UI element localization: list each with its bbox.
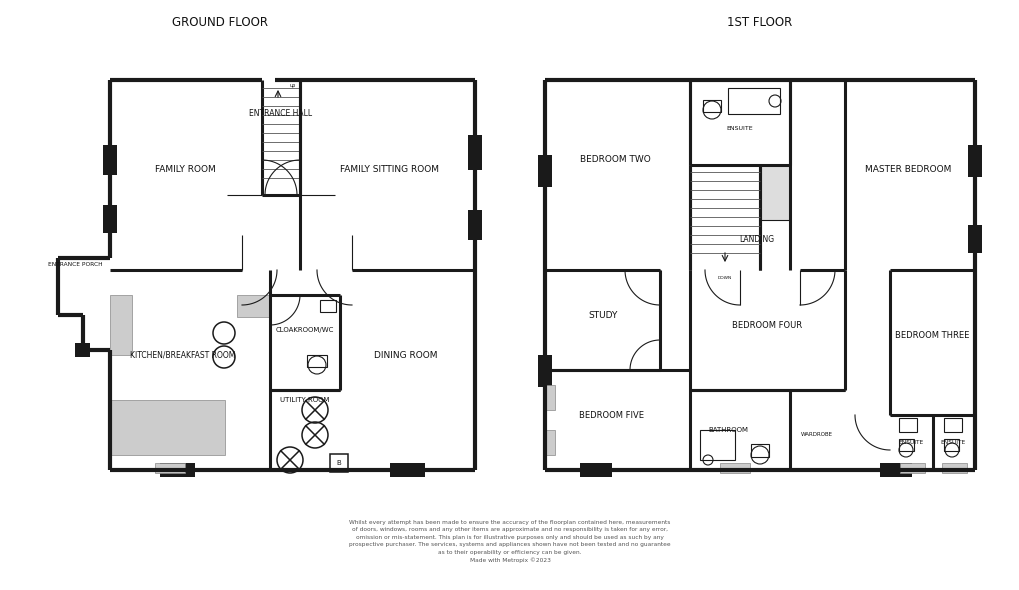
Text: CLOAKROOM/WC: CLOAKROOM/WC bbox=[275, 327, 334, 333]
Bar bbox=[879, 463, 911, 477]
Text: LANDING: LANDING bbox=[739, 235, 773, 244]
Bar bbox=[75, 343, 90, 357]
Text: KITCHEN/BREAKFAST ROOM: KITCHEN/BREAKFAST ROOM bbox=[130, 350, 235, 359]
Bar bbox=[702, 100, 720, 112]
Bar bbox=[103, 205, 117, 233]
Text: BEDROOM THREE: BEDROOM THREE bbox=[894, 330, 968, 339]
Bar bbox=[468, 135, 482, 170]
Bar bbox=[967, 225, 981, 253]
Polygon shape bbox=[110, 80, 475, 470]
Bar bbox=[750, 444, 768, 457]
Text: GROUND FLOOR: GROUND FLOOR bbox=[172, 15, 268, 28]
Text: ENSUITE: ENSUITE bbox=[726, 126, 753, 130]
Bar bbox=[537, 355, 551, 387]
Text: 1ST FLOOR: 1ST FLOOR bbox=[727, 15, 792, 28]
Bar bbox=[155, 463, 184, 473]
Text: FAMILY SITTING ROOM: FAMILY SITTING ROOM bbox=[340, 166, 439, 175]
Bar bbox=[699, 430, 735, 460]
Text: BATHROOM: BATHROOM bbox=[707, 427, 747, 433]
Polygon shape bbox=[544, 80, 974, 470]
Bar bbox=[307, 355, 327, 367]
Bar bbox=[759, 165, 790, 220]
Text: WARDROBE: WARDROBE bbox=[800, 432, 833, 438]
Bar bbox=[544, 385, 554, 410]
Text: ENSUITE: ENSUITE bbox=[940, 441, 965, 445]
Text: UTILITY ROOM: UTILITY ROOM bbox=[280, 397, 329, 403]
Bar bbox=[389, 463, 425, 477]
Text: FAMILY ROOM: FAMILY ROOM bbox=[155, 166, 215, 175]
Bar bbox=[160, 463, 195, 477]
Bar bbox=[943, 439, 958, 451]
Bar bbox=[728, 88, 780, 114]
Text: DOWN: DOWN bbox=[717, 276, 732, 280]
Bar bbox=[236, 295, 270, 317]
Bar bbox=[537, 155, 551, 187]
Text: BEDROOM FIVE: BEDROOM FIVE bbox=[579, 411, 644, 419]
Bar bbox=[580, 463, 611, 477]
Text: MASTER BEDROOM: MASTER BEDROOM bbox=[864, 166, 951, 175]
Bar bbox=[942, 463, 966, 473]
Bar bbox=[898, 418, 916, 432]
Bar bbox=[544, 430, 554, 455]
Text: BEDROOM FOUR: BEDROOM FOUR bbox=[732, 320, 801, 329]
Text: ENTRANCE PORCH: ENTRANCE PORCH bbox=[48, 263, 102, 267]
Text: Whilst every attempt has been made to ensure the accuracy of the floorplan conta: Whilst every attempt has been made to en… bbox=[348, 520, 671, 563]
Bar bbox=[899, 463, 924, 473]
Bar bbox=[110, 295, 131, 355]
Bar bbox=[468, 210, 482, 240]
Bar bbox=[330, 454, 347, 472]
Text: BEDROOM TWO: BEDROOM TWO bbox=[579, 156, 650, 165]
Text: DINING ROOM: DINING ROOM bbox=[374, 350, 437, 359]
Text: ENSUITE: ENSUITE bbox=[898, 441, 923, 445]
Text: ENTRANCE HALL: ENTRANCE HALL bbox=[250, 109, 312, 117]
Bar bbox=[967, 145, 981, 177]
Polygon shape bbox=[58, 258, 110, 350]
Text: up: up bbox=[289, 84, 296, 88]
Bar bbox=[943, 418, 961, 432]
Bar bbox=[320, 300, 335, 312]
Text: B: B bbox=[336, 460, 341, 466]
Bar bbox=[103, 145, 117, 175]
Bar bbox=[719, 463, 749, 473]
Text: STUDY: STUDY bbox=[588, 310, 618, 320]
Bar bbox=[110, 400, 225, 455]
Bar bbox=[898, 439, 913, 451]
